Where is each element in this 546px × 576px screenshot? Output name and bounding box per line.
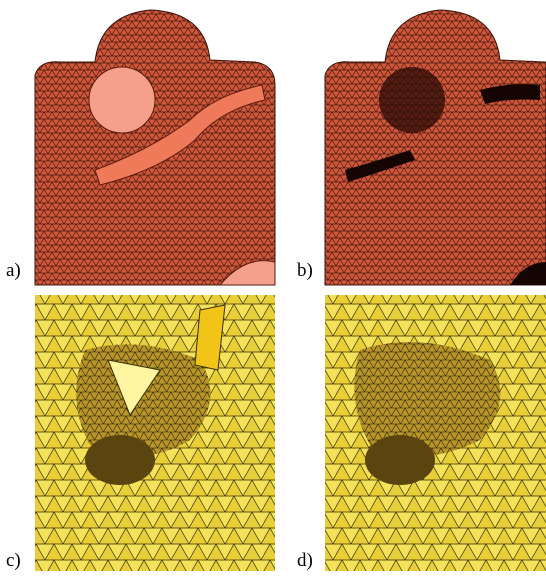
panel-b-image	[324, 9, 546, 286]
panel-label: b)	[297, 260, 313, 281]
panel-c-image	[35, 295, 275, 571]
panel-d-image	[325, 295, 546, 571]
panel-a-image	[34, 9, 276, 286]
panel-label: d)	[297, 550, 313, 571]
panel-label: c)	[6, 550, 21, 571]
panel-label: a)	[6, 260, 21, 281]
